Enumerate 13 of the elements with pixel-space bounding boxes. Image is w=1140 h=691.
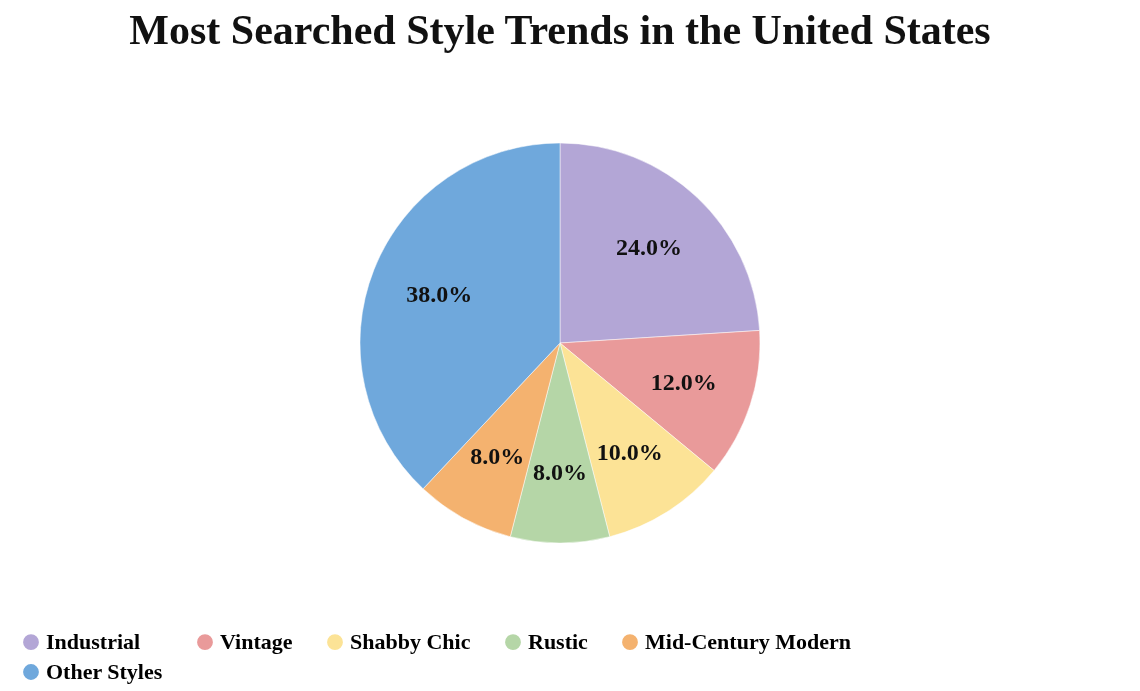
- data-label: 10.0%: [596, 438, 663, 465]
- legend-label: Mid-Century Modern: [645, 629, 851, 655]
- legend-label: Rustic: [528, 629, 589, 655]
- data-label: 8.0%: [470, 442, 525, 469]
- data-label: 12.0%: [650, 369, 717, 396]
- data-label: 8.0%: [533, 459, 587, 485]
- data-label: 24.0%: [615, 234, 682, 261]
- legend-label: Vintage: [220, 629, 293, 655]
- legend-label: Industrial: [46, 629, 141, 655]
- legend-label: Other Styles: [46, 659, 163, 684]
- data-label: 38.0%: [406, 281, 473, 308]
- chart-title: Most Searched Style Trends in the United States: [129, 7, 991, 53]
- legend-label: Shabby Chic: [350, 629, 471, 655]
